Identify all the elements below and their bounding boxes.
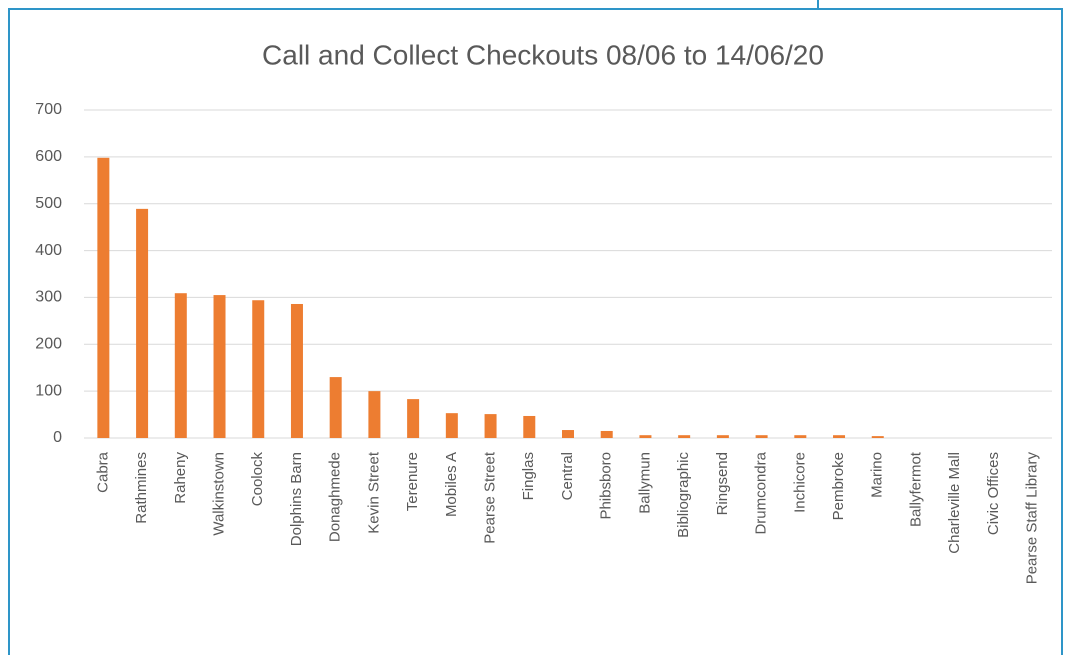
x-tick-label: Civic Offices xyxy=(985,452,1002,535)
bar xyxy=(484,414,497,438)
bar xyxy=(174,293,187,438)
bar xyxy=(562,430,574,438)
y-tick-label: 200 xyxy=(35,336,62,353)
x-tick-label: Phibsboro xyxy=(598,452,615,520)
bar xyxy=(368,391,381,438)
y-tick-label: 500 xyxy=(35,195,62,212)
bar xyxy=(716,435,729,438)
x-tick-label: Cabra xyxy=(94,451,111,493)
x-tick-label: Marino xyxy=(869,452,886,498)
bar xyxy=(445,413,458,438)
y-tick-label: 100 xyxy=(35,382,62,399)
bar xyxy=(600,430,613,438)
x-tick-label: Walkinstown xyxy=(210,452,227,536)
x-tick-label: Coolock xyxy=(249,452,266,507)
y-tick-label: 700 xyxy=(35,101,62,118)
x-tick-label: Pearse Street xyxy=(482,451,499,544)
bar xyxy=(678,435,691,438)
y-tick-label: 400 xyxy=(35,242,62,259)
bar xyxy=(833,435,846,438)
bar xyxy=(136,208,149,438)
bar xyxy=(252,300,265,438)
y-tick-label: 600 xyxy=(35,148,62,165)
x-tick-label: Terenure xyxy=(404,452,421,511)
bar xyxy=(794,435,807,438)
x-tick-label: Finglas xyxy=(520,452,537,500)
bar xyxy=(407,399,420,438)
chart-title: Call and Collect Checkouts 08/06 to 14/0… xyxy=(262,39,824,70)
bar xyxy=(290,303,303,438)
bar xyxy=(523,415,536,438)
bar xyxy=(329,377,342,438)
x-tick-label: Rathmines xyxy=(133,452,150,524)
x-tick-label: Donaghmede xyxy=(327,452,344,542)
x-tick-label: Pearse Staff Library xyxy=(1024,452,1041,585)
x-tick-label: Raheny xyxy=(172,452,189,504)
bar xyxy=(97,157,110,438)
bar xyxy=(755,435,768,438)
x-tick-label: Ballymun xyxy=(636,452,653,514)
y-tick-label: 300 xyxy=(35,289,62,306)
bar xyxy=(639,435,652,438)
bar xyxy=(871,436,884,438)
x-tick-label: Bibliographic xyxy=(675,452,692,538)
x-tick-label: Inchicore xyxy=(791,452,808,513)
x-tick-label: Dolphins Barn xyxy=(288,452,305,546)
x-tick-label: Mobiles A xyxy=(443,452,460,517)
frame xyxy=(8,8,1063,655)
bar xyxy=(213,295,226,438)
x-tick-label: Central xyxy=(559,452,576,500)
x-tick-label: Ballyfermot xyxy=(907,451,924,527)
x-tick-label: Pembroke xyxy=(830,452,847,520)
x-tick-label: Drumcondra xyxy=(753,451,770,534)
x-tick-label: Kevin Street xyxy=(365,451,382,534)
y-tick-label: 0 xyxy=(53,429,62,446)
x-tick-label: Ringsend xyxy=(714,452,731,515)
x-tick-label: Charleville Mall xyxy=(946,452,963,554)
